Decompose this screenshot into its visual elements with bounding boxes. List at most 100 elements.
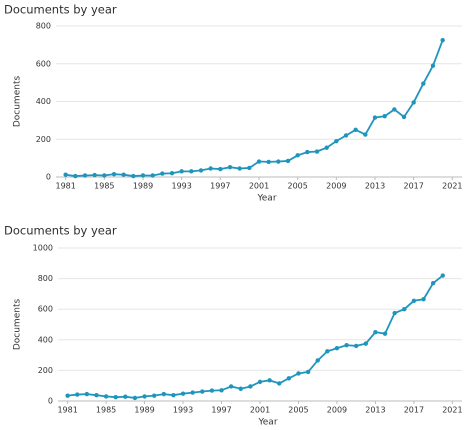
point — [111, 171, 117, 177]
point — [121, 172, 126, 177]
x-tick-label: 2009 — [326, 182, 346, 191]
point — [161, 391, 167, 397]
point — [247, 165, 252, 171]
line — [67, 274, 444, 399]
point — [65, 393, 70, 398]
point — [113, 394, 118, 400]
point — [296, 371, 301, 376]
point — [200, 389, 205, 394]
point — [238, 386, 243, 391]
x-tick-label: 2021 — [442, 182, 462, 191]
point — [248, 384, 253, 389]
x-tick-label: 1981 — [57, 406, 77, 415]
point — [179, 169, 184, 174]
point — [267, 378, 272, 383]
line — [65, 39, 444, 177]
x-tick-label: 2005 — [287, 182, 307, 191]
y-tick-label: 800 — [38, 274, 53, 283]
y-axis-title: Documents — [13, 299, 23, 351]
point — [180, 391, 186, 396]
point — [102, 173, 107, 178]
point — [325, 349, 330, 354]
x-tick-label: 2001 — [250, 406, 270, 415]
point — [295, 153, 300, 158]
point — [151, 393, 157, 398]
point — [257, 379, 263, 385]
point — [276, 159, 281, 164]
point — [373, 329, 378, 335]
x-tick-label: 2017 — [403, 182, 423, 191]
y-tick-label: 200 — [36, 135, 51, 144]
point — [169, 171, 175, 176]
point — [305, 149, 310, 155]
point — [411, 298, 417, 303]
y-tick-label: 600 — [36, 59, 51, 68]
point — [440, 37, 445, 43]
x-tick-label: 1985 — [94, 182, 114, 191]
point — [189, 169, 194, 174]
point — [392, 310, 397, 316]
y-tick-label: 400 — [36, 97, 51, 106]
chart-title: Documents by year — [4, 3, 117, 17]
x-tick-label: 2013 — [365, 406, 385, 415]
x-axis-title: Year — [256, 194, 276, 204]
point — [402, 307, 407, 312]
x-tick-label: 1981 — [55, 182, 75, 191]
point — [160, 171, 165, 176]
point — [84, 391, 90, 397]
point — [150, 173, 155, 178]
point — [314, 149, 320, 154]
x-tick-label: 1993 — [173, 406, 193, 415]
point — [209, 388, 215, 393]
point — [237, 166, 242, 171]
point — [430, 280, 436, 286]
x-tick-label: 2017 — [404, 406, 424, 415]
point — [208, 166, 213, 171]
x-tick-label: 1993 — [171, 182, 191, 191]
point — [171, 392, 176, 398]
point — [228, 384, 234, 389]
chart-title: Documents by year — [4, 224, 117, 238]
point — [103, 394, 109, 399]
point — [142, 394, 147, 399]
y-tick-label: 400 — [38, 335, 53, 344]
point — [421, 81, 426, 86]
point — [219, 388, 224, 393]
point — [218, 166, 223, 172]
point — [277, 381, 282, 386]
point — [198, 168, 204, 173]
point — [285, 158, 291, 164]
point — [94, 392, 99, 398]
y-tick-label: 0 — [46, 173, 51, 182]
y-tick-label: 600 — [38, 305, 53, 314]
x-tick-label: 1997 — [211, 406, 231, 415]
point — [256, 159, 262, 164]
point — [440, 273, 445, 278]
point — [131, 173, 136, 179]
point — [334, 346, 340, 351]
point — [392, 107, 397, 112]
point — [63, 172, 68, 177]
point — [286, 376, 292, 381]
point — [363, 341, 369, 346]
x-tick-label: 2005 — [288, 406, 308, 415]
x-tick-label: 2009 — [327, 406, 347, 415]
point — [92, 172, 97, 178]
x-tick-label: 2013 — [365, 182, 385, 191]
point — [227, 164, 233, 170]
point — [372, 115, 378, 120]
y-tick-label: 200 — [38, 366, 53, 375]
point — [353, 127, 358, 133]
point — [353, 343, 359, 349]
y-tick-label: 800 — [36, 22, 51, 31]
x-tick-label: 2021 — [442, 406, 462, 415]
point — [411, 100, 416, 105]
y-tick-label: 0 — [48, 397, 53, 406]
point — [73, 173, 78, 179]
point — [382, 114, 387, 119]
y-axis-title: Documents — [13, 76, 23, 128]
x-tick-label: 1989 — [133, 182, 153, 191]
point — [324, 145, 329, 150]
x-tick-label: 1989 — [134, 406, 154, 415]
point — [421, 297, 426, 302]
